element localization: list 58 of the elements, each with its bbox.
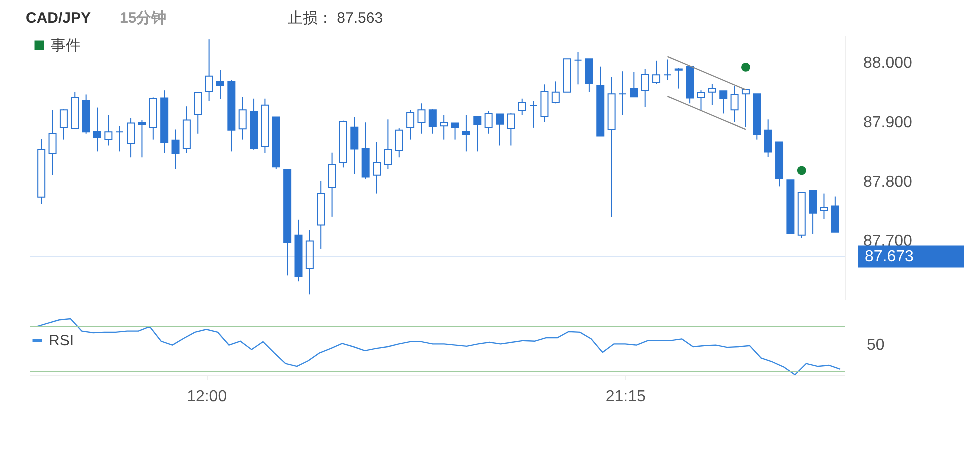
candlestick [474,116,482,152]
candlestick [507,112,516,146]
candlestick [820,193,828,220]
candlestick [496,114,504,146]
candlestick [418,103,426,134]
candlestick [530,100,538,128]
candlestick [373,142,382,194]
line-series [667,96,747,130]
candlestick [194,92,202,134]
candlestick [552,81,560,104]
candlestick [395,128,404,158]
candlestick [350,116,359,175]
candlestick [440,114,448,140]
candlestick [809,190,818,235]
candlestick [664,59,672,81]
candlestick [742,89,750,128]
candlestick [216,70,224,100]
candlestick [328,152,336,218]
candlestick [708,84,716,106]
candlestick [451,122,460,140]
candlestick [764,119,772,158]
candlestick [238,96,247,140]
candlestick [574,52,582,86]
legend-label: 事件 [51,38,81,54]
candlestick [618,71,627,116]
candlestick [641,68,650,108]
candlestick [630,72,638,98]
y-tick-label: 88.000 [864,55,913,72]
candlestick [116,126,124,152]
candlestick [406,110,415,140]
chart-title: CAD/JPY [26,10,92,27]
candlestick [720,90,728,114]
y-tick-label: 87.800 [864,174,913,191]
candlestick [730,86,739,123]
ref-line-label: 87.673 [865,248,914,266]
candlestick [205,39,214,102]
candlestick [384,119,392,170]
x-tick-label: 21:15 [606,388,646,406]
candlestick [697,90,706,111]
candlestick [674,68,683,90]
chart-subtitle: 15分钟 [120,10,167,27]
candlestick [60,109,68,140]
candlestick [518,98,526,116]
candlestick [484,110,493,134]
candlestick [172,129,180,170]
candlestick [462,114,470,152]
text: 50 [867,337,885,354]
legend-label: RSI [49,332,74,350]
candlestick [428,109,437,134]
candlestick [138,120,146,158]
x-tick-label: 12:00 [187,388,228,406]
text: 止损： 87.563 [288,10,384,27]
candlestick [48,110,57,176]
y-tick-label: 87.900 [864,114,913,132]
candlestick [652,60,661,85]
candlestick [104,114,113,146]
candlestick [127,118,136,158]
candlestick [94,107,102,152]
